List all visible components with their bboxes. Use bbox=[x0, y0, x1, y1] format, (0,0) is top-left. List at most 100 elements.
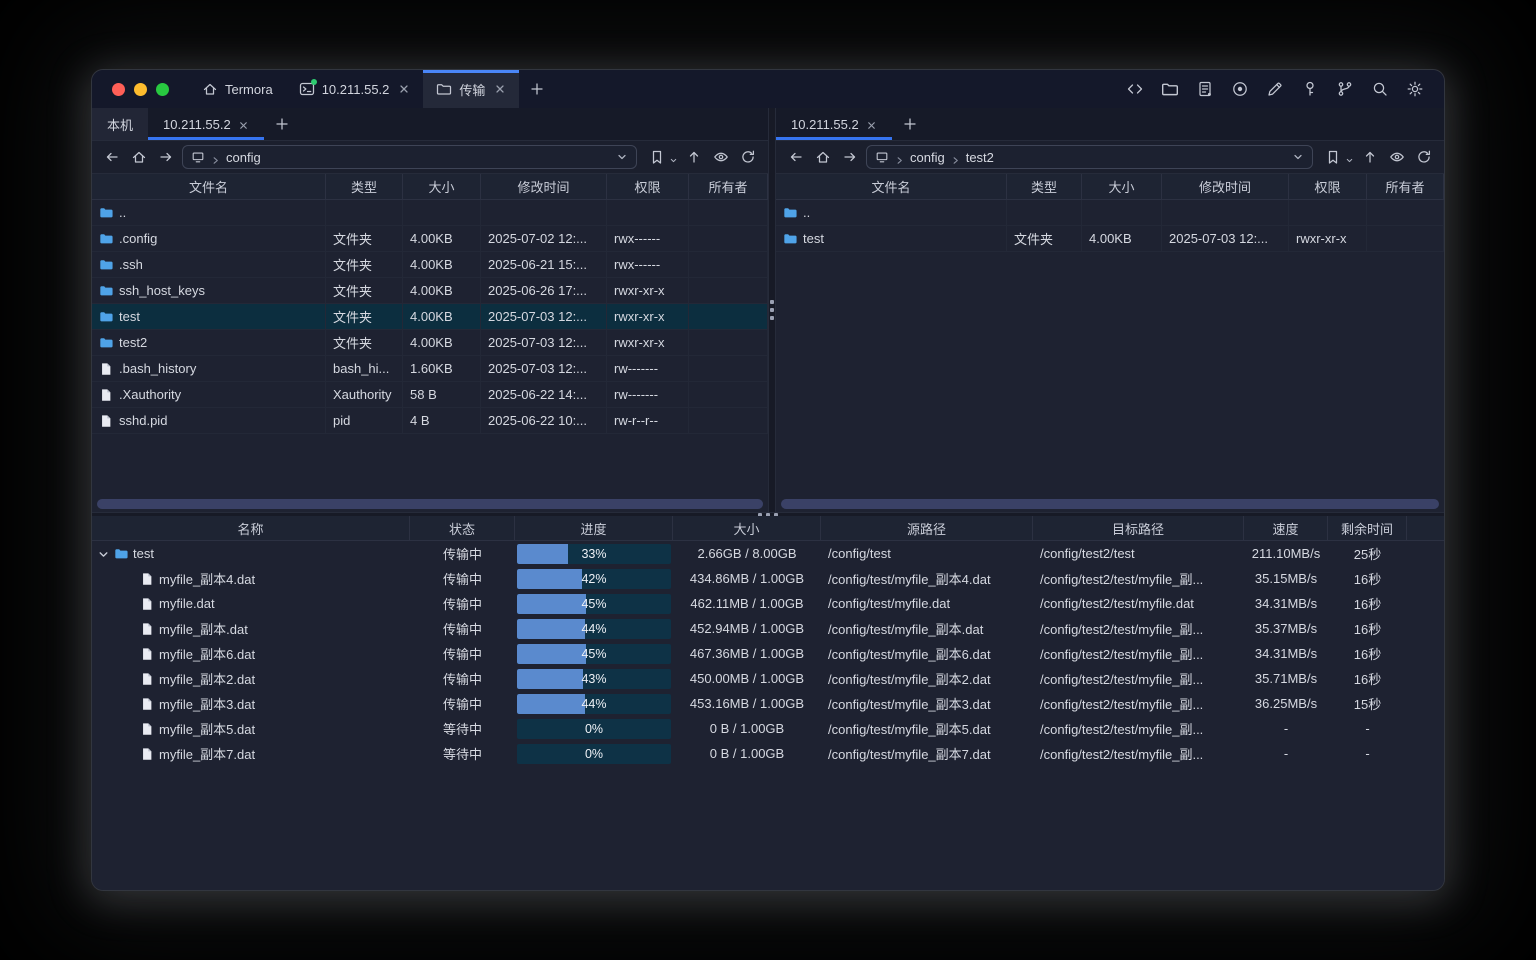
edit-icon[interactable] bbox=[1266, 80, 1284, 98]
panel-splitter[interactable] bbox=[768, 108, 776, 512]
bookmark-button[interactable] bbox=[646, 146, 668, 168]
transfer-row[interactable]: myfile_副本6.dat 传输中 45% 467.36MB / 1.00GB/co… bbox=[92, 641, 1444, 666]
file-row[interactable]: sshd.pid pid 4 B 2025-06-22 10:... rw-r--r-- bbox=[92, 408, 768, 434]
transfer-row[interactable]: myfile_副本3.dat 传输中 44% 453.16MB / 1.00GB/co… bbox=[92, 691, 1444, 716]
log-icon[interactable] bbox=[1196, 80, 1214, 98]
back-button[interactable] bbox=[785, 146, 807, 168]
maximize-window-button[interactable] bbox=[156, 82, 169, 96]
transfer-name-cell: myfile_副本2.dat bbox=[92, 666, 410, 691]
column-header[interactable]: 状态 bbox=[410, 516, 515, 540]
branch-icon[interactable] bbox=[1336, 80, 1354, 98]
column-header[interactable]: 权限 bbox=[1289, 174, 1367, 199]
column-header[interactable]: 所有者 bbox=[689, 174, 768, 199]
main-tab-传输[interactable]: 传输 bbox=[423, 70, 520, 108]
record-icon[interactable] bbox=[1231, 80, 1249, 98]
transfer-splitter[interactable] bbox=[92, 512, 1444, 517]
forward-button[interactable] bbox=[839, 146, 861, 168]
column-header[interactable]: 目标路径 bbox=[1033, 516, 1244, 540]
home-button[interactable] bbox=[128, 146, 150, 168]
column-header[interactable]: 速度 bbox=[1244, 516, 1328, 540]
refresh-button[interactable] bbox=[737, 146, 759, 168]
up-directory-button[interactable] bbox=[683, 146, 705, 168]
home-button[interactable] bbox=[812, 146, 834, 168]
show-hidden-button[interactable] bbox=[1386, 146, 1408, 168]
transfer-row[interactable]: myfile_副本7.dat 等待中 0% 0 B / 1.00GB/config/t… bbox=[92, 741, 1444, 766]
close-window-button[interactable] bbox=[112, 82, 125, 96]
up-directory-button[interactable] bbox=[1359, 146, 1381, 168]
horizontal-scrollbar[interactable] bbox=[781, 499, 1439, 509]
show-hidden-button[interactable] bbox=[710, 146, 732, 168]
chevron-down-icon[interactable] bbox=[616, 151, 628, 163]
transfer-row[interactable]: myfile_副本.dat 传输中 44% 452.94MB / 1.00GB/con… bbox=[92, 616, 1444, 641]
column-header[interactable]: 进度 bbox=[515, 516, 673, 540]
column-header[interactable]: 修改时间 bbox=[481, 174, 607, 199]
transfer-eta: 16秒 bbox=[1353, 647, 1382, 662]
breadcrumb-item[interactable]: test2 bbox=[965, 149, 994, 165]
minimize-window-button[interactable] bbox=[134, 82, 147, 96]
bookmark-dropdown-icon[interactable] bbox=[1345, 153, 1354, 162]
transfer-status: 传输中 bbox=[442, 647, 482, 662]
column-header[interactable]: 剩余时间 bbox=[1328, 516, 1407, 540]
main-tab-Termora[interactable]: Termora bbox=[189, 70, 286, 108]
file-cell bbox=[1162, 200, 1289, 225]
breadcrumb-item[interactable]: config bbox=[910, 149, 945, 165]
file-cell bbox=[689, 356, 768, 381]
column-header[interactable]: 文件名 bbox=[92, 174, 326, 199]
file-name: test bbox=[119, 309, 140, 324]
file-row[interactable]: test2 文件夹 4.00KB 2025-07-03 12:... rwxr-xr-x bbox=[92, 330, 768, 356]
file-row[interactable]: test 文件夹 4.00KB 2025-07-03 12:... rwxr-xr-x bbox=[776, 226, 1444, 252]
file-icon bbox=[99, 414, 113, 428]
breadcrumb[interactable]: config test2 bbox=[866, 145, 1313, 169]
column-header[interactable]: 类型 bbox=[326, 174, 403, 199]
forward-button[interactable] bbox=[155, 146, 177, 168]
settings-icon[interactable] bbox=[1406, 80, 1424, 98]
column-header[interactable]: 大小 bbox=[403, 174, 481, 199]
progress-bar: 33% bbox=[517, 543, 671, 564]
transfer-row[interactable]: myfile.dat 传输中 45% 462.11MB / 1.00GB/config… bbox=[92, 591, 1444, 616]
new-panel-tab-button[interactable] bbox=[264, 108, 300, 140]
column-header[interactable]: 所有者 bbox=[1367, 174, 1444, 199]
column-header[interactable]: 大小 bbox=[1082, 174, 1162, 199]
new-panel-tab-button[interactable] bbox=[892, 108, 928, 140]
code-icon[interactable] bbox=[1126, 80, 1144, 98]
column-header[interactable]: 文件名 bbox=[776, 174, 1007, 199]
column-header[interactable]: 类型 bbox=[1007, 174, 1082, 199]
column-header[interactable]: 权限 bbox=[607, 174, 689, 199]
transfer-row[interactable]: myfile_副本4.dat 传输中 42% 434.86MB / 1.00GB/co… bbox=[92, 566, 1444, 591]
panel-tab-10.211.55.2[interactable]: 10.211.55.2 bbox=[776, 108, 892, 140]
column-header[interactable]: 源路径 bbox=[821, 516, 1033, 540]
new-tab-button[interactable] bbox=[519, 70, 555, 108]
file-row[interactable]: ssh_host_keys 文件夹 4.00KB 2025-06-26 17:... r… bbox=[92, 278, 768, 304]
file-row[interactable]: test 文件夹 4.00KB 2025-07-03 12:... rwxr-xr-x bbox=[92, 304, 768, 330]
refresh-button[interactable] bbox=[1413, 146, 1435, 168]
panel-tab-10.211.55.2[interactable]: 10.211.55.2 bbox=[148, 108, 264, 140]
main-tab-10.211.55.2[interactable]: 10.211.55.2 bbox=[286, 70, 424, 108]
panel-tab-本机[interactable]: 本机 bbox=[92, 108, 149, 140]
file-row[interactable]: .ssh 文件夹 4.00KB 2025-06-21 15:... rwx------ bbox=[92, 252, 768, 278]
column-header[interactable]: 名称 bbox=[92, 516, 410, 540]
transfer-filler-cell bbox=[1407, 741, 1444, 766]
file-row[interactable]: .. bbox=[776, 200, 1444, 226]
bookmark-button[interactable] bbox=[1322, 146, 1344, 168]
breadcrumb[interactable]: config bbox=[182, 145, 637, 169]
file-name: .. bbox=[803, 205, 811, 220]
file-row[interactable]: .Xauthority Xauthority 58 B 2025-06-22 14:.… bbox=[92, 382, 768, 408]
horizontal-scrollbar[interactable] bbox=[97, 499, 763, 509]
column-header[interactable]: 修改时间 bbox=[1162, 174, 1289, 199]
chevron-down-icon[interactable] bbox=[1292, 151, 1304, 163]
file-row[interactable]: .. bbox=[92, 200, 768, 226]
bookmark-dropdown-icon[interactable] bbox=[669, 153, 678, 162]
transfer-row[interactable]: myfile_副本2.dat 传输中 43% 450.00MB / 1.00GB/co… bbox=[92, 666, 1444, 691]
column-header[interactable]: 大小 bbox=[673, 516, 821, 540]
transfer-row[interactable]: test 传输中 33% 2.66GB / 8.00GB/config/test/co… bbox=[92, 541, 1444, 566]
file-row[interactable]: .config 文件夹 4.00KB 2025-07-02 12:... rwx----… bbox=[92, 226, 768, 252]
transfer-row[interactable]: myfile_副本5.dat 等待中 0% 0 B / 1.00GB/config/t… bbox=[92, 716, 1444, 741]
progress-bar: 44% bbox=[517, 618, 671, 639]
key-icon[interactable] bbox=[1301, 80, 1319, 98]
file-row[interactable]: .bash_history bash_hi... 1.60KB 2025-07-03 … bbox=[92, 356, 768, 382]
breadcrumb-item[interactable]: config bbox=[226, 149, 261, 165]
search-icon[interactable] bbox=[1371, 80, 1389, 98]
file-name-cell: .ssh bbox=[92, 252, 326, 277]
back-button[interactable] bbox=[101, 146, 123, 168]
folder-icon[interactable] bbox=[1161, 80, 1179, 98]
